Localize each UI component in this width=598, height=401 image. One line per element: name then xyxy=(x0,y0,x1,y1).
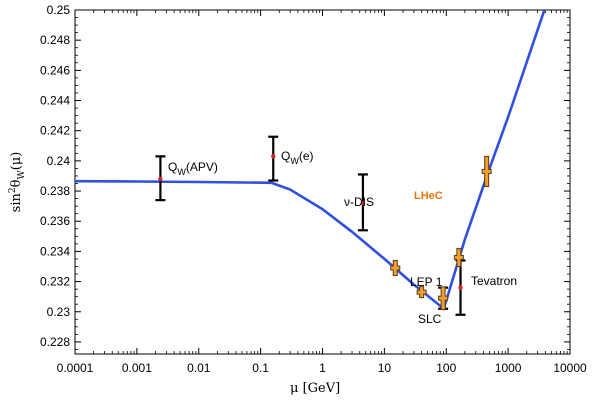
y-tick-label: 0.242 xyxy=(40,124,70,138)
y-tick-label: 0.232 xyxy=(40,275,70,289)
x-tick-label: 100 xyxy=(436,361,456,375)
projection-point xyxy=(416,286,427,299)
y-tick-label: 0.244 xyxy=(40,94,70,108)
data-dot xyxy=(458,285,463,290)
y-tick-label: 0.23 xyxy=(47,305,71,319)
label-qw-e: QW(e) xyxy=(281,149,314,166)
label-slc: SLC xyxy=(418,312,442,326)
projection-point xyxy=(438,286,449,310)
data-dot xyxy=(158,176,163,182)
y-tick-label: 0.246 xyxy=(40,63,70,77)
label-nu-dis: ν-DIS xyxy=(344,195,374,209)
measurement-point xyxy=(155,155,166,202)
label-qw-apv: QW(APV) xyxy=(168,160,218,177)
projection-point xyxy=(390,259,401,277)
label-lep1: LEP 1 xyxy=(410,275,443,289)
x-tick-label: 0.001 xyxy=(122,361,152,375)
x-tick-label: 10 xyxy=(378,361,392,375)
y-tick-label: 0.228 xyxy=(40,335,70,349)
x-axis: 0.0001 0.001 0.01 0.1 1 10 100 1000 10000 xyxy=(57,10,587,375)
projection-point xyxy=(453,247,464,267)
x-tick-label: 0.01 xyxy=(187,361,211,375)
y-tick-label: 0.25 xyxy=(47,3,71,17)
data-dot xyxy=(271,154,276,159)
x-tick-label: 1000 xyxy=(495,361,522,375)
y-tick-label: 0.236 xyxy=(40,214,70,228)
measurement-point xyxy=(357,173,368,232)
x-tick-label: 10000 xyxy=(553,361,587,375)
projection-point xyxy=(481,155,492,188)
x-axis-title: μ [GeV] xyxy=(290,381,340,396)
y-tick-label: 0.234 xyxy=(40,244,70,258)
y-axis-title: sin2θW(μ) xyxy=(8,152,27,213)
data-dot xyxy=(360,200,366,206)
projection-points xyxy=(390,155,492,310)
measurement-points xyxy=(155,135,466,316)
x-tick-label: 0.0001 xyxy=(57,361,94,375)
measurement-point xyxy=(268,135,279,182)
y-tick-label: 0.238 xyxy=(40,184,70,198)
x-tick-label: 0.1 xyxy=(252,361,269,375)
label-tevatron: Tevatron xyxy=(471,274,517,288)
label-lhec: LHeC xyxy=(414,190,443,202)
y-tick-label: 0.248 xyxy=(40,33,70,47)
y-tick-label: 0.24 xyxy=(47,154,71,168)
x-tick-label: 1 xyxy=(319,361,326,375)
y-axis: 0.228 0.23 0.232 0.234 0.236 0.238 0.24 0.242 0.… xyxy=(40,3,570,350)
